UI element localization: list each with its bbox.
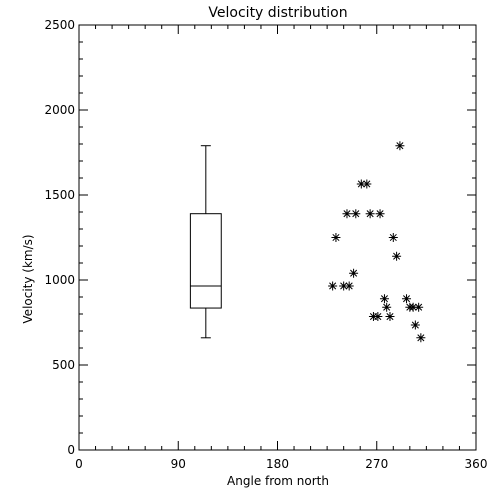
data-point [408, 302, 418, 312]
axes [78, 24, 477, 451]
data-point [382, 302, 392, 312]
x-tick-label: 270 [365, 457, 388, 471]
data-points [328, 141, 426, 343]
data-point [349, 268, 359, 278]
data-point [328, 281, 338, 291]
data-point [416, 333, 426, 343]
plot-frame [78, 24, 477, 451]
chart-title: Velocity distribution [208, 5, 347, 21]
data-point [356, 179, 366, 189]
data-point [402, 294, 412, 304]
interquartile-box [189, 213, 222, 309]
x-tick-label: 360 [465, 457, 488, 471]
data-point [395, 141, 405, 151]
data-point [362, 179, 372, 189]
y-tick-label: 1500 [44, 188, 75, 202]
y-axis-label: Velocity (km/s) [21, 234, 35, 323]
box-plot [189, 145, 222, 339]
y-tick-label: 2500 [44, 18, 75, 32]
data-point [410, 320, 420, 330]
data-point [344, 281, 354, 291]
x-tick-label: 0 [75, 457, 83, 471]
data-point [388, 233, 398, 242]
data-point [392, 251, 402, 261]
ticks: 0 90 180 270 360 0 500 1000 1500 2000 2500 [44, 18, 487, 471]
data-point [373, 312, 383, 322]
data-point [379, 294, 389, 304]
y-tick-label: 2000 [44, 103, 75, 117]
data-point [385, 312, 395, 322]
data-point [365, 209, 375, 219]
data-point [375, 209, 385, 219]
data-point [342, 209, 352, 219]
y-tick-label: 500 [52, 358, 75, 372]
x-tick-label: 90 [171, 457, 186, 471]
data-point [351, 209, 361, 219]
data-point [414, 302, 424, 312]
data-point [331, 233, 341, 242]
y-tick-label: 0 [67, 443, 75, 457]
x-tick-label: 180 [266, 457, 289, 471]
data-point [339, 281, 349, 291]
x-axis-label: Angle from north [227, 474, 329, 488]
y-tick-label: 1000 [44, 273, 75, 287]
